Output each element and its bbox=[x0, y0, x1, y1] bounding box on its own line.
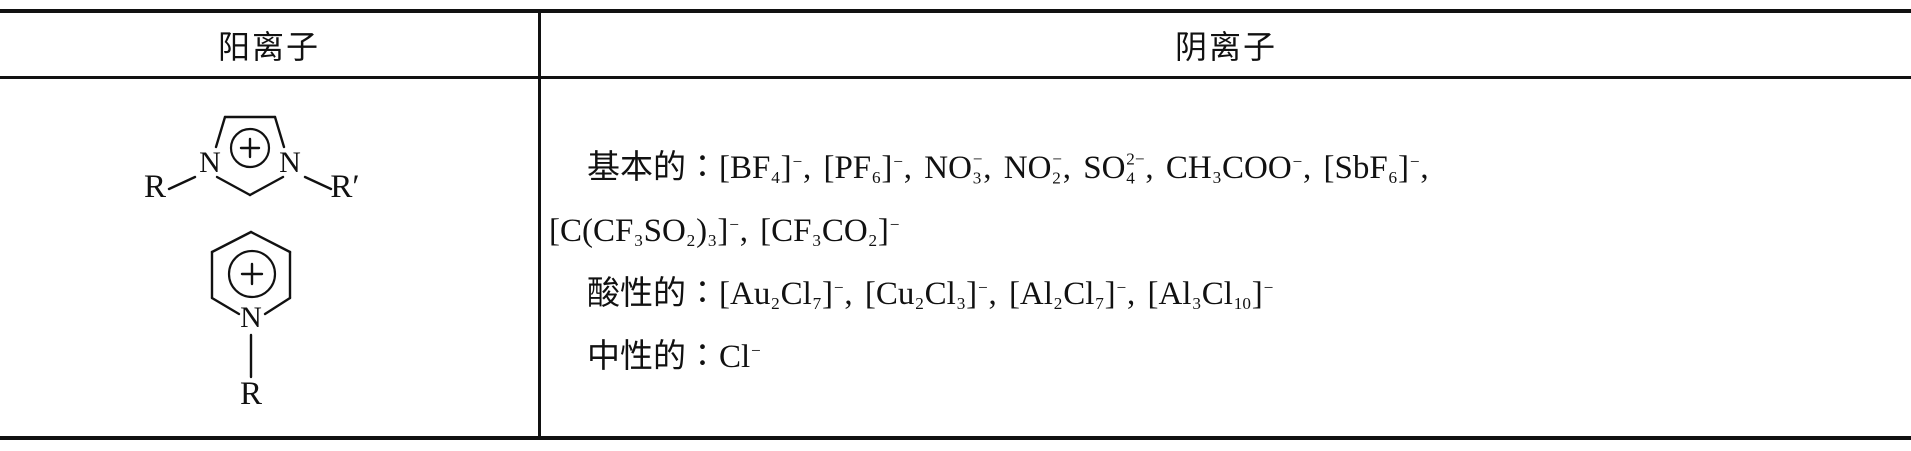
ring-bond bbox=[263, 296, 292, 316]
anion-line-neutral: 中性的∶Cl− bbox=[587, 339, 761, 375]
ionic-liquid-ions-table: 阳离子 阴离子 N N bbox=[0, 9, 1911, 440]
positive-charge-icon bbox=[227, 249, 277, 299]
imidazolium-structure: N N R R′ bbox=[144, 115, 360, 205]
ring-bond bbox=[248, 175, 285, 197]
cation-header-label: 阳离子 bbox=[217, 28, 320, 65]
substituent-bond bbox=[303, 175, 333, 191]
ring-bond bbox=[210, 230, 253, 254]
cation-structures-cell: N N R R′ bbox=[0, 79, 541, 436]
nitrogen-label: N bbox=[240, 301, 262, 334]
anion-line-basic-cont: [C(CF3SO2)3]−, [CF3CO2]− bbox=[549, 213, 900, 251]
substituent-r-label: R bbox=[240, 376, 262, 409]
anion-line-basic: 基本的∶[BF4]−, [PF6]−, NO −3, NO −2, SO 2− 4, C… bbox=[587, 149, 1429, 189]
ring-bond bbox=[215, 175, 252, 197]
nitrogen-right-label: N bbox=[279, 146, 301, 179]
ring-bond bbox=[210, 296, 241, 316]
anion-line-acidic: 酸性的∶[Au2Cl7]−, [Cu2Cl3]−, [Al2Cl7]−, [Al… bbox=[587, 276, 1274, 314]
ring-bond bbox=[249, 230, 292, 254]
substituent-bond bbox=[167, 175, 197, 191]
cation-column-header: 阳离子 bbox=[0, 13, 541, 79]
anion-header-label: 阴离子 bbox=[1174, 28, 1277, 65]
positive-charge-icon bbox=[229, 127, 271, 169]
ring-bond bbox=[214, 115, 227, 149]
nitrogen-left-label: N bbox=[199, 146, 221, 179]
anion-column-header: 阴离子 bbox=[541, 13, 1911, 79]
pyridinium-structure: N R bbox=[210, 230, 292, 409]
ring-bond bbox=[273, 115, 286, 149]
anion-list-cell: 基本的∶[BF4]−, [PF6]−, NO −3, NO −2, SO 2− 4, C… bbox=[541, 79, 1911, 436]
substituent-r-label: R bbox=[144, 169, 166, 205]
substituent-r-prime-label: R′ bbox=[330, 169, 359, 205]
